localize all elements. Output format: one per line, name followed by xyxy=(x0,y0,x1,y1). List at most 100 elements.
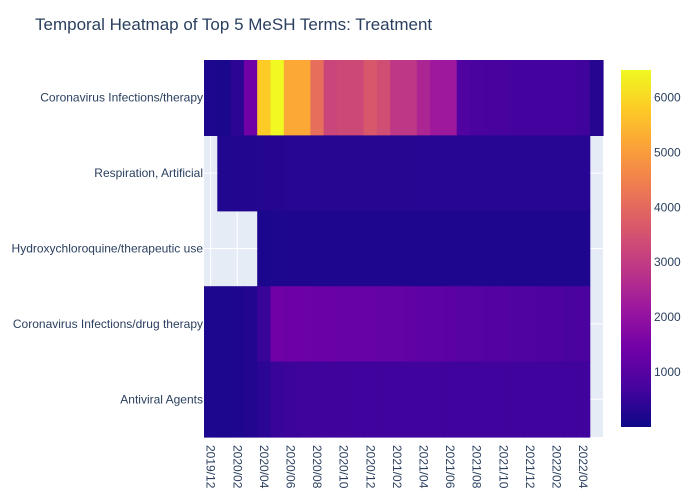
heatmap-cell xyxy=(270,60,285,136)
heatmap-cell xyxy=(390,60,405,136)
heatmap-cell xyxy=(363,361,378,438)
heatmap-cell xyxy=(323,286,338,363)
heatmap-cell xyxy=(456,210,471,287)
heatmap-cell xyxy=(483,135,498,212)
heatmap-cell xyxy=(363,286,378,363)
heatmap-cell xyxy=(323,210,338,287)
heatmap-cell xyxy=(416,60,431,136)
heatmap-cell xyxy=(230,286,245,363)
heatmap-cell xyxy=(470,60,484,136)
heatmap-cell xyxy=(523,361,538,438)
heatmap-cell xyxy=(496,361,511,438)
x-tick-label: 2021/02 xyxy=(390,445,404,489)
heatmap-cell xyxy=(230,135,245,212)
colorbar xyxy=(621,70,651,427)
heatmap-cell xyxy=(416,135,431,212)
heatmap-cell xyxy=(589,60,604,136)
heatmap-cell xyxy=(230,361,245,438)
heatmap-cell xyxy=(283,286,298,363)
heatmap-cell xyxy=(217,135,232,212)
x-tick-label: 2021/10 xyxy=(496,445,510,489)
heatmap-cell xyxy=(576,286,591,363)
heatmap-cell xyxy=(430,361,444,438)
heatmap-cell xyxy=(509,60,524,136)
heatmap-cell xyxy=(430,135,444,212)
heatmap-cell xyxy=(509,135,524,212)
heatmap-cell xyxy=(310,210,325,287)
heatmap-cell xyxy=(310,135,325,212)
heatmap-cell xyxy=(376,210,391,287)
heatmap-cell xyxy=(576,135,591,212)
x-tick-label: 2020/12 xyxy=(363,445,377,489)
heatmap-cell xyxy=(443,60,458,136)
heatmap-cell xyxy=(496,60,511,136)
x-tick-label: 2022/02 xyxy=(549,445,563,489)
heatmap-cell xyxy=(549,361,564,438)
x-tick-label: 2021/12 xyxy=(523,445,537,489)
heatmap-cell xyxy=(456,286,471,363)
heatmap-cell xyxy=(350,210,365,287)
heatmap-cell xyxy=(376,135,391,212)
heatmap-cell xyxy=(390,286,405,363)
heatmap-cell xyxy=(483,210,498,287)
y-tick-label: Coronavirus Infections/therapy xyxy=(40,91,203,105)
x-tick-label: 2021/04 xyxy=(416,445,430,489)
heatmap-cell xyxy=(350,60,365,136)
heatmap-cell xyxy=(337,286,351,363)
colorbar-tick-label: 2000 xyxy=(654,310,681,324)
heatmap-cell xyxy=(270,135,285,212)
heatmap-cell xyxy=(283,210,298,287)
heatmap-cell xyxy=(270,361,285,438)
heatmap-cell xyxy=(363,210,378,287)
heatmap-cell xyxy=(430,60,444,136)
heatmap-cell xyxy=(443,210,458,287)
x-tick-label: 2020/06 xyxy=(283,445,297,489)
x-tick-label: 2020/10 xyxy=(337,445,351,489)
heatmap-cell xyxy=(323,60,338,136)
heatmap-cell xyxy=(456,60,471,136)
heatmap-cell xyxy=(483,361,498,438)
heatmap-cell xyxy=(483,286,498,363)
heatmap-cell xyxy=(257,135,272,212)
heatmap-cell xyxy=(310,361,325,438)
colorbar-tick-label: 1000 xyxy=(654,365,681,379)
heatmap-cell xyxy=(243,361,258,438)
heatmap-cell xyxy=(230,60,245,136)
heatmap-cell xyxy=(257,361,272,438)
colorbar-tick-label: 5000 xyxy=(654,145,681,159)
heatmap-cell xyxy=(563,210,577,287)
heatmap-cell xyxy=(549,60,564,136)
x-tick-label: 2021/06 xyxy=(443,445,457,489)
heatmap-cell xyxy=(523,286,538,363)
heatmap-cell xyxy=(337,135,351,212)
heatmap-cell xyxy=(576,60,591,136)
y-tick-label: Coronavirus Infections/drug therapy xyxy=(13,317,203,331)
heatmap-cell xyxy=(376,286,391,363)
heatmap-cell xyxy=(310,60,325,136)
heatmap-cell xyxy=(403,361,418,438)
heatmap-cells xyxy=(204,60,604,438)
heatmap-cell xyxy=(323,135,338,212)
heatmap-cell xyxy=(337,361,351,438)
heatmap-cell xyxy=(257,210,272,287)
heatmap-cell xyxy=(337,60,351,136)
heatmap-cell xyxy=(443,135,458,212)
heatmap-cell xyxy=(390,135,405,212)
x-axis-labels: 2019/12 2020/02 2020/04 2020/06 2020/08 2020/… xyxy=(204,445,590,489)
heatmap-cell xyxy=(536,210,551,287)
heatmap-cell xyxy=(297,210,311,287)
colorbar-tick-label: 4000 xyxy=(654,200,681,214)
heatmap-cell xyxy=(337,210,351,287)
heatmap-cell xyxy=(217,286,232,363)
heatmap-cell xyxy=(323,361,338,438)
heatmap-cell xyxy=(549,210,564,287)
heatmap-cell xyxy=(283,60,298,136)
heatmap-cell xyxy=(257,286,272,363)
heatmap-cell xyxy=(536,135,551,212)
heatmap-cell xyxy=(576,361,591,438)
heatmap-cell xyxy=(243,135,258,212)
x-tick-label: 2022/04 xyxy=(576,445,590,489)
x-tick-label: 2020/04 xyxy=(257,445,271,489)
heatmap-cell xyxy=(283,135,298,212)
heatmap-cell xyxy=(523,60,538,136)
